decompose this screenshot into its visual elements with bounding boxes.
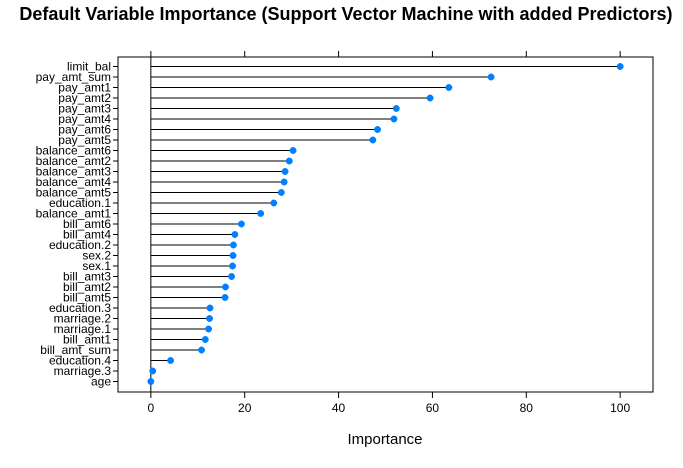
category-label: bill_amt3 xyxy=(63,270,111,284)
data-point xyxy=(147,378,155,385)
category-label: bill_amt6 xyxy=(63,217,111,231)
data-point xyxy=(369,136,377,144)
chart-title: Default Variable Importance (Support Vec… xyxy=(19,4,672,24)
data-point xyxy=(237,220,245,228)
data-point xyxy=(149,367,157,375)
category-label: bill_amt1 xyxy=(63,333,111,347)
data-point xyxy=(198,346,205,354)
lollipop-points xyxy=(147,63,624,385)
category-label: bill_amt2 xyxy=(63,280,111,294)
category-label: education.3 xyxy=(49,301,111,315)
category-label: pay_amt3 xyxy=(58,102,111,116)
category-label: pay_amt4 xyxy=(58,112,111,126)
data-point xyxy=(221,294,229,301)
lollipop-stems xyxy=(150,66,621,372)
data-point xyxy=(270,199,278,207)
category-label: balance_amt4 xyxy=(36,175,112,189)
x-tick-label: 40 xyxy=(332,401,346,415)
data-point xyxy=(206,304,214,312)
data-point xyxy=(206,315,213,322)
data-point xyxy=(285,157,293,165)
category-label: bill_amt5 xyxy=(63,291,111,305)
x-tick-label: 60 xyxy=(426,401,440,415)
category-label: balance_amt2 xyxy=(36,154,112,168)
x-tick-label: 20 xyxy=(238,401,252,415)
data-point xyxy=(231,231,239,238)
category-label: bill_amt4 xyxy=(63,228,111,242)
data-point xyxy=(281,168,289,175)
category-label: marriage.3 xyxy=(54,364,112,378)
data-point xyxy=(426,94,434,102)
x-tick-label: 80 xyxy=(520,401,534,415)
category-label: balance_amt5 xyxy=(36,186,112,200)
ticks-layer: 0 20 40 60 80 100 xyxy=(148,51,630,415)
data-point xyxy=(374,126,381,133)
category-label: pay_amt1 xyxy=(58,81,111,95)
data-point xyxy=(487,73,495,81)
data-point xyxy=(289,147,297,154)
data-point xyxy=(616,63,624,70)
category-label: education.4 xyxy=(49,354,111,368)
data-point xyxy=(229,241,237,249)
data-point xyxy=(201,336,209,343)
category-label: pay_amt5 xyxy=(58,133,111,147)
x-tick-label: 100 xyxy=(610,401,630,415)
category-label: age xyxy=(91,375,111,389)
data-point xyxy=(392,105,400,112)
category-label: balance_amt6 xyxy=(36,144,112,158)
data-point xyxy=(167,357,175,364)
category-labels: limit_balpay_amt_sumpay_amt1pay_amt2pay_… xyxy=(36,60,118,389)
data-point xyxy=(277,189,285,196)
x-tick-label: 0 xyxy=(148,401,155,415)
data-point xyxy=(229,252,237,259)
category-label: pay_amt_sum xyxy=(36,70,111,84)
data-point xyxy=(445,84,453,91)
data-point xyxy=(280,178,288,186)
category-label: marriage.2 xyxy=(54,312,112,326)
data-point xyxy=(390,115,398,123)
category-label: marriage.1 xyxy=(54,322,112,336)
category-label: sex.2 xyxy=(82,249,111,263)
category-label: sex.1 xyxy=(82,259,111,273)
category-label: balance_amt3 xyxy=(36,165,112,179)
data-point xyxy=(229,262,236,270)
data-point xyxy=(205,325,213,333)
category-label: pay_amt2 xyxy=(58,91,111,105)
data-point xyxy=(222,283,229,291)
category-label: education.2 xyxy=(49,238,111,252)
category-label: education.1 xyxy=(49,196,111,210)
category-label: limit_bal xyxy=(67,60,111,74)
category-label: balance_amt1 xyxy=(36,207,112,221)
category-label: pay_amt6 xyxy=(58,123,111,137)
category-label: bill_amt_sum xyxy=(40,343,111,357)
data-point xyxy=(228,273,236,280)
data-point xyxy=(257,210,265,217)
x-axis-title: Importance xyxy=(347,431,422,448)
